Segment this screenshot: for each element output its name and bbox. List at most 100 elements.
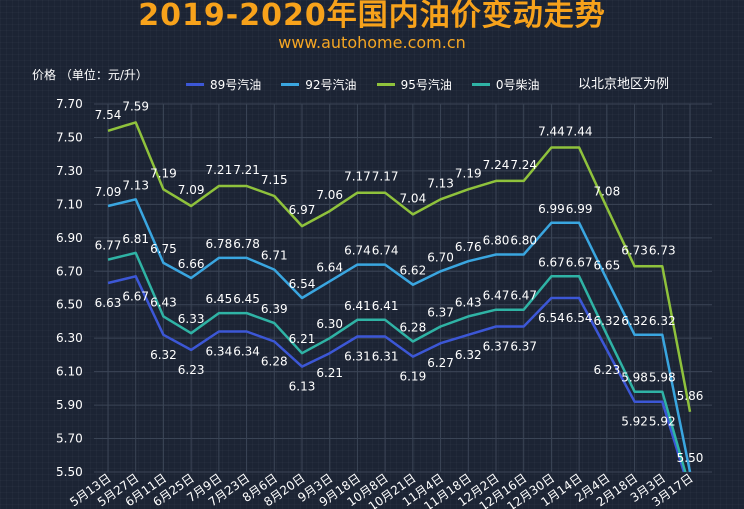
data-label: 6.30 [316, 317, 343, 331]
data-label: 6.31 [372, 350, 399, 364]
series-line-2 [107, 121, 692, 413]
data-label: 7.59 [122, 99, 149, 113]
series-line-0 [107, 275, 686, 472]
data-label: 7.09 [178, 183, 205, 197]
data-label: 6.45 [205, 292, 232, 306]
data-label: 6.28 [399, 321, 426, 335]
data-label: 6.43 [150, 295, 177, 309]
series-group [107, 121, 692, 472]
data-label: 6.97 [289, 203, 316, 217]
data-label: 6.70 [427, 250, 454, 264]
data-label: 6.75 [150, 242, 177, 256]
y-tick-label: 6.90 [56, 231, 83, 245]
data-label: 7.21 [205, 163, 232, 177]
data-label: 6.41 [344, 299, 371, 313]
data-label: 6.74 [344, 244, 371, 258]
y-tick-label: 5.50 [56, 465, 83, 479]
data-label: 6.23 [593, 363, 620, 377]
data-label: 6.78 [233, 237, 260, 251]
data-label: 6.34 [233, 344, 260, 358]
data-label: 7.19 [455, 166, 482, 180]
data-label: 7.44 [566, 124, 593, 138]
chart-legend: 89号汽油 92号汽油 95号汽油 0号柴油 [186, 76, 539, 93]
data-label: 6.76 [455, 240, 482, 254]
data-label: 6.33 [178, 312, 205, 326]
data-label: 6.73 [621, 243, 648, 257]
series-line-1 [107, 198, 692, 472]
data-label: 6.73 [649, 243, 676, 257]
region-note: 以北京地区为例 [578, 77, 670, 92]
data-label: 6.74 [372, 244, 399, 258]
legend-swatch-0 [471, 83, 490, 86]
data-label: 7.08 [593, 185, 620, 199]
data-label: 7.44 [538, 124, 565, 138]
data-label: 7.17 [344, 170, 371, 184]
chart-title: 2019-2020年国内油价变动走势 [138, 0, 606, 33]
data-label: 5.98 [649, 371, 676, 385]
data-label: 6.37 [510, 339, 537, 353]
data-label: 6.80 [510, 234, 537, 248]
y-tick-label: 5.70 [56, 432, 83, 446]
data-label: 6.47 [483, 289, 510, 303]
data-label: 6.32 [621, 314, 648, 328]
y-tick-label: 7.50 [56, 130, 83, 144]
data-label: 6.34 [205, 344, 232, 358]
data-label: 7.09 [95, 185, 122, 199]
legend-label-89: 89号汽油 [210, 78, 262, 92]
data-label: 5.86 [677, 389, 704, 403]
data-label: 6.80 [483, 234, 510, 248]
data-label: 5.92 [621, 415, 648, 429]
data-label: 7.54 [95, 108, 122, 122]
source-url: www.autohome.com.cn [278, 33, 466, 52]
data-label: 7.04 [399, 191, 426, 205]
data-label: 6.47 [510, 289, 537, 303]
data-label: 6.45 [233, 292, 260, 306]
data-label: 6.66 [178, 257, 205, 271]
data-label: 6.39 [261, 302, 288, 316]
data-label: 6.32 [150, 348, 177, 362]
legend-label-92: 92号汽油 [305, 78, 357, 92]
data-label: 6.13 [289, 380, 316, 394]
legend-item-89: 89号汽油 [186, 76, 261, 93]
data-label: 6.67 [122, 289, 149, 303]
data-label: 7.13 [122, 178, 149, 192]
data-label: 5.98 [621, 371, 648, 385]
y-tick-label: 6.10 [56, 365, 83, 379]
data-label: 6.21 [316, 366, 343, 380]
data-label: 6.54 [566, 311, 593, 325]
data-label: 6.21 [289, 332, 316, 346]
data-label: 7.06 [316, 188, 343, 202]
legend-label-0: 0号柴油 [495, 78, 540, 92]
data-label: 5.92 [649, 415, 676, 429]
legend-swatch-95 [376, 83, 395, 86]
data-label: 7.21 [233, 163, 260, 177]
data-label: 6.54 [538, 311, 565, 325]
legend-label-95: 95号汽油 [400, 78, 452, 92]
legend-item-92: 92号汽油 [281, 76, 357, 93]
data-label: 6.64 [316, 260, 343, 274]
data-label: 6.54 [289, 277, 316, 291]
y-tick-label: 6.30 [56, 331, 83, 345]
data-label: 7.24 [510, 158, 537, 172]
data-label: 6.37 [427, 305, 454, 319]
data-label: 6.43 [455, 295, 482, 309]
y-tick-label: 7.30 [56, 164, 83, 178]
data-label: 7.17 [372, 170, 399, 184]
data-label: 6.65 [593, 259, 620, 273]
data-label: 6.99 [566, 202, 593, 216]
data-label: 6.32 [649, 314, 676, 328]
data-label: 6.28 [261, 355, 288, 369]
data-label: 7.19 [150, 166, 177, 180]
data-label: 5.50 [677, 451, 704, 465]
y-tick-label: 6.70 [56, 264, 83, 278]
data-label: 6.62 [399, 264, 426, 278]
y-tick-label: 6.50 [56, 298, 83, 312]
data-label: 7.15 [261, 173, 288, 187]
legend-swatch-92 [281, 83, 300, 86]
legend-item-95: 95号汽油 [376, 76, 452, 93]
data-label: 6.81 [122, 232, 149, 246]
data-label: 7.24 [483, 158, 510, 172]
data-label: 6.77 [95, 239, 122, 253]
data-label: 6.27 [427, 356, 454, 370]
y-tick-label: 5.90 [56, 398, 83, 412]
